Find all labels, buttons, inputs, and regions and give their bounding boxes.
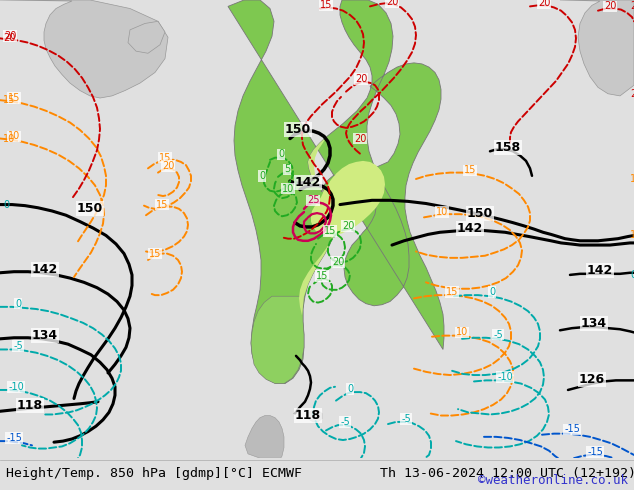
Text: 5: 5 [284, 165, 290, 174]
Text: -5: -5 [13, 341, 23, 351]
Text: -10: -10 [8, 382, 24, 392]
Text: 15: 15 [630, 174, 634, 184]
Polygon shape [299, 136, 336, 316]
Text: 0: 0 [278, 149, 284, 159]
Text: -5: -5 [493, 330, 503, 340]
Text: 142: 142 [295, 176, 321, 189]
Text: 10: 10 [630, 230, 634, 241]
Text: 20: 20 [355, 74, 367, 84]
Text: 0: 0 [489, 287, 495, 297]
Text: 142: 142 [32, 263, 58, 276]
Text: 15: 15 [149, 248, 161, 259]
Text: 20: 20 [538, 0, 550, 8]
Text: 15: 15 [464, 166, 476, 175]
Polygon shape [228, 0, 444, 384]
Text: Height/Temp. 850 hPa [gdmp][°C] ECMWF: Height/Temp. 850 hPa [gdmp][°C] ECMWF [6, 467, 302, 480]
Text: -5: -5 [340, 417, 350, 427]
Text: 0: 0 [15, 299, 21, 309]
Text: -15: -15 [587, 447, 603, 457]
Text: 150: 150 [77, 202, 103, 215]
Text: 10: 10 [8, 131, 20, 142]
Text: 0: 0 [3, 199, 9, 210]
Text: 15: 15 [8, 93, 20, 103]
Text: 142: 142 [457, 221, 483, 235]
Polygon shape [311, 161, 385, 237]
Text: Th 13-06-2024 12:00 UTC (12+192): Th 13-06-2024 12:00 UTC (12+192) [380, 467, 634, 480]
Text: 126: 126 [579, 373, 605, 386]
Text: 15: 15 [320, 0, 332, 10]
Text: 20: 20 [604, 1, 616, 11]
Polygon shape [245, 416, 284, 463]
Polygon shape [0, 0, 168, 98]
Polygon shape [307, 410, 322, 422]
Text: 118: 118 [17, 399, 43, 413]
Text: 0: 0 [347, 384, 353, 394]
Text: 15: 15 [158, 153, 171, 163]
Text: 20: 20 [332, 257, 344, 267]
Text: 134: 134 [581, 318, 607, 330]
Text: 158: 158 [495, 141, 521, 153]
Text: 150: 150 [285, 123, 311, 137]
Text: -10: -10 [497, 372, 513, 382]
Text: 20: 20 [3, 33, 15, 43]
Text: 15: 15 [156, 199, 168, 210]
Text: 20: 20 [354, 133, 366, 144]
Text: 10: 10 [456, 327, 468, 338]
Text: -15: -15 [564, 424, 580, 434]
Text: 25: 25 [307, 196, 320, 205]
Text: 0: 0 [259, 171, 265, 181]
Text: 150: 150 [467, 207, 493, 220]
Text: 15: 15 [316, 271, 328, 281]
Text: 20: 20 [630, 89, 634, 99]
Text: 20: 20 [4, 31, 16, 41]
Text: -15: -15 [6, 433, 22, 443]
Text: -5: -5 [401, 414, 411, 424]
Text: 20: 20 [386, 0, 398, 7]
Text: 0: 0 [630, 270, 634, 280]
Text: 15: 15 [3, 95, 15, 105]
Polygon shape [128, 21, 165, 53]
Text: 10: 10 [436, 207, 448, 217]
Text: 118: 118 [295, 409, 321, 422]
Text: 20: 20 [162, 161, 174, 171]
Polygon shape [560, 0, 634, 96]
Text: 142: 142 [587, 264, 613, 277]
Text: 15: 15 [324, 226, 336, 236]
Text: 15: 15 [446, 287, 458, 297]
Text: 134: 134 [32, 329, 58, 342]
Text: 20: 20 [342, 221, 354, 231]
Polygon shape [251, 296, 304, 384]
Text: 10: 10 [282, 184, 294, 194]
Text: ©weatheronline.co.uk: ©weatheronline.co.uk [477, 474, 628, 488]
Text: 10: 10 [3, 133, 15, 144]
Text: 20: 20 [630, 1, 634, 11]
